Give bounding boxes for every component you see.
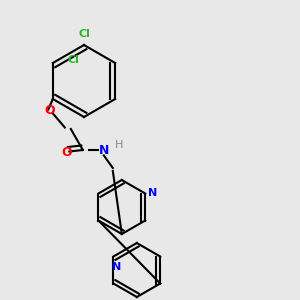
Text: H: H — [115, 140, 123, 151]
Text: Cl: Cl — [78, 29, 90, 39]
Text: O: O — [44, 104, 55, 118]
Text: N: N — [99, 143, 109, 157]
Text: O: O — [61, 146, 72, 160]
Text: N: N — [112, 262, 121, 272]
Text: Cl: Cl — [68, 55, 80, 65]
Text: N: N — [148, 188, 158, 199]
